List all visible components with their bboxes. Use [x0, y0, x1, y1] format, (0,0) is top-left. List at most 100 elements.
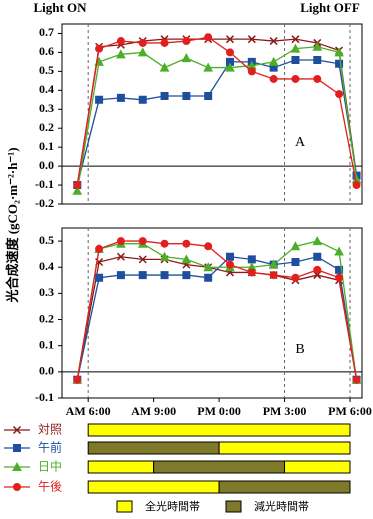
marker [116, 252, 125, 261]
marker [182, 271, 191, 280]
x-tick-label: AM 6:00 [66, 404, 111, 418]
marker [137, 47, 148, 57]
series-line [76, 240, 358, 380]
marker [204, 92, 213, 100]
marker [313, 74, 322, 83]
marker [182, 37, 191, 46]
panel-label: A [295, 135, 306, 150]
marker [226, 57, 234, 66]
marker [352, 181, 361, 190]
y-tick-label: 0.0 [39, 364, 54, 378]
series-line [76, 38, 358, 186]
marker [116, 37, 125, 46]
marker [160, 38, 169, 47]
y-tick-label: 0.2 [39, 311, 54, 325]
marker [95, 44, 104, 53]
marker [291, 74, 300, 83]
legend-swatch [116, 500, 133, 513]
marker [116, 237, 125, 246]
marker [291, 258, 300, 266]
marker [138, 95, 147, 104]
marker [138, 271, 147, 280]
marker [12, 483, 22, 491]
marker [182, 92, 191, 100]
schedule-segment [218, 480, 351, 494]
legend-label: 日中 [38, 459, 62, 474]
schedule-segment [87, 460, 155, 474]
marker [160, 239, 169, 248]
marker [72, 185, 83, 195]
y-tick-label: -0.1 [35, 390, 54, 404]
marker [204, 242, 213, 251]
marker [116, 49, 126, 59]
plot-frame [61, 227, 363, 399]
marker [138, 237, 147, 246]
legend-swatch [225, 500, 242, 513]
marker [95, 244, 104, 253]
marker [352, 375, 361, 384]
y-tick-label: 0.5 [39, 63, 54, 77]
y-tick-label: 0.3 [39, 285, 54, 299]
marker [182, 239, 191, 248]
x-tick-label: PM 6:00 [328, 404, 372, 418]
marker [204, 273, 213, 282]
y-tick-label: -0.2 [35, 196, 54, 210]
y-tick-label: 0.6 [39, 44, 54, 58]
marker [116, 93, 125, 102]
series-line [76, 256, 358, 380]
legend-label: 午前 [38, 440, 62, 455]
panel-label: B [295, 342, 304, 357]
marker [313, 265, 322, 274]
marker [335, 90, 344, 99]
marker [334, 246, 344, 256]
y-tick-label: 0.1 [39, 139, 54, 153]
marker [159, 251, 170, 261]
marker [225, 35, 235, 44]
marker [225, 48, 235, 57]
legend-label: 午後 [38, 480, 62, 494]
marker [268, 56, 279, 66]
y-tick-label: 0.1 [39, 337, 54, 351]
marker [73, 375, 82, 384]
marker [313, 252, 322, 261]
schedule-segment [87, 441, 220, 455]
schedule-segment [284, 460, 351, 474]
marker [312, 236, 323, 246]
schedule-segment [218, 441, 351, 455]
schedule-segment [153, 460, 286, 474]
x-tick-label: PM 3:00 [263, 404, 307, 418]
legend-label: 対照 [38, 423, 62, 437]
marker [247, 35, 256, 44]
marker [226, 252, 234, 261]
marker [247, 268, 256, 277]
y-tick-label: -0.1 [35, 177, 54, 191]
y-tick-label: 0.4 [39, 82, 54, 96]
marker [291, 273, 300, 282]
marker [116, 271, 125, 280]
x-tick-label: PM 0:00 [197, 404, 241, 418]
y-tick-label: 0.2 [39, 120, 54, 134]
legend-label: 減光時間帯 [254, 499, 309, 513]
marker [181, 53, 192, 63]
plot-frame [61, 23, 363, 205]
y-axis-label: 光合成速度 (gCO₂·m⁻²·h⁻¹) [5, 147, 20, 303]
marker [290, 241, 301, 251]
x-tick-label: AM 9:00 [131, 404, 176, 418]
marker [138, 255, 147, 264]
marker [13, 444, 21, 452]
series-line [76, 46, 358, 191]
y-tick-label: 0.3 [39, 101, 54, 115]
marker [203, 62, 214, 72]
marker [291, 56, 300, 64]
series-line [76, 240, 358, 380]
marker [268, 259, 279, 269]
marker [95, 273, 104, 282]
marker [225, 260, 235, 269]
marker [312, 41, 323, 51]
marker [335, 273, 344, 282]
annotation: Light OFF [300, 0, 360, 15]
y-tick-label: 0.7 [39, 25, 54, 39]
marker [291, 35, 300, 44]
marker [73, 181, 82, 190]
marker [313, 56, 322, 64]
